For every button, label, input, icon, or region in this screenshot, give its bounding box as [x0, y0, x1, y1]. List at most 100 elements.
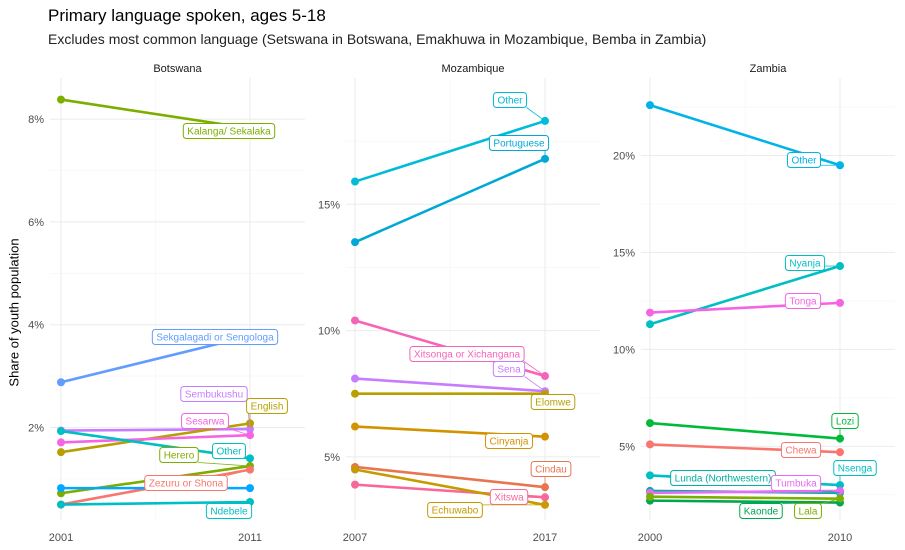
- y-tick-label: 20%: [613, 151, 635, 163]
- label-leader: [523, 361, 546, 377]
- series-label-text: Herero: [164, 451, 195, 462]
- x-tick-label: 2010: [828, 532, 852, 544]
- series-label: Xitsonga or Xichangana: [409, 346, 546, 377]
- series-label: Nsenga: [833, 460, 877, 486]
- series-line: [353, 465, 547, 489]
- data-point: [57, 438, 65, 447]
- series-label-text: Echuwabo: [432, 506, 479, 517]
- panel-title: Zambia: [750, 63, 788, 75]
- series-label-text: Ndebele: [210, 507, 248, 518]
- series-label: Other: [786, 152, 840, 168]
- series-label: Elomwe: [530, 394, 576, 410]
- label-leader: [526, 107, 546, 122]
- x-tick-label: 2017: [533, 532, 557, 544]
- label-box: [151, 329, 279, 345]
- series-line: [59, 427, 252, 432]
- series-line: [59, 500, 252, 506]
- panel-title: Mozambique: [442, 63, 505, 75]
- series-label-text: Kalanga/ Sekalaka: [187, 127, 271, 138]
- data-point: [57, 500, 65, 509]
- label-box: [530, 394, 576, 410]
- series-line: [648, 489, 842, 495]
- series-label: English: [246, 398, 288, 424]
- label-box: [180, 386, 248, 402]
- series-label-text: Other: [497, 96, 523, 107]
- data-point: [351, 177, 359, 186]
- series-label-text: Sesarwa: [186, 417, 225, 428]
- label-box: [144, 475, 228, 491]
- series-line: [353, 157, 547, 244]
- y-tick-label: 10%: [613, 344, 635, 356]
- label-box: [833, 460, 877, 476]
- label-box: [492, 361, 526, 377]
- label-box: [409, 346, 525, 362]
- x-tick-label: 2011: [238, 532, 262, 544]
- data-point: [246, 484, 254, 493]
- data-point: [646, 440, 654, 449]
- label-box: [159, 447, 199, 463]
- series-line: [648, 499, 842, 504]
- x-tick-label: 2007: [343, 532, 367, 544]
- label-box: [770, 475, 822, 491]
- data-point: [351, 480, 359, 489]
- data-point: [57, 427, 65, 436]
- chart-title: Primary language spoken, ages 5-18: [48, 6, 326, 25]
- data-point: [351, 238, 359, 247]
- series-label: Echuwabo: [427, 502, 545, 518]
- label-box: [831, 413, 859, 429]
- data-point: [351, 316, 359, 325]
- y-tick-label: 4%: [28, 320, 44, 332]
- series-label-text: Xitswa: [494, 493, 524, 504]
- label-box: [427, 502, 483, 518]
- series-label: Chewa: [780, 442, 840, 458]
- label-box: [780, 442, 822, 458]
- data-point: [351, 422, 359, 431]
- series-label-text: Lunda (Northwestern): [675, 474, 772, 485]
- data-point: [351, 389, 359, 398]
- label-box: [492, 92, 528, 108]
- label-box: [488, 135, 550, 151]
- y-tick-label: 5%: [619, 441, 635, 453]
- series-label-text: Lozi: [836, 417, 854, 428]
- data-point: [646, 308, 654, 317]
- series-label-text: Chewa: [785, 446, 817, 457]
- series-label-text: Zezuru or Shona: [149, 479, 224, 490]
- series-label: Sesarwa: [181, 413, 251, 436]
- label-box: [182, 123, 276, 139]
- series-line: [353, 119, 547, 183]
- data-point: [351, 465, 359, 474]
- series-label: Kaonde: [739, 502, 841, 519]
- data-point: [646, 492, 654, 501]
- label-box: [205, 503, 253, 519]
- label-leader: [227, 469, 251, 476]
- data-point: [57, 484, 65, 493]
- label-box: [211, 443, 247, 459]
- label-box: [485, 433, 533, 449]
- series-label: Nyanja: [784, 255, 840, 271]
- data-point: [646, 101, 654, 110]
- series-label: Tonga: [784, 293, 840, 309]
- label-leader: [524, 376, 546, 392]
- series-label-text: Sekgalagadi or Sengologa: [156, 333, 274, 344]
- x-tick-label: 2000: [638, 532, 662, 544]
- label-leader: [228, 428, 251, 436]
- panel-botswana: Botswana 2% 4% 6% 8% 2001 2011 Kalanga/ Sekalak…: [28, 63, 305, 544]
- data-point: [57, 448, 65, 457]
- series-label: Cindau: [530, 461, 572, 488]
- series-label: Lala: [794, 498, 841, 519]
- series-label: Sena: [492, 361, 546, 392]
- y-tick-label: 10%: [318, 326, 340, 338]
- data-point: [646, 320, 654, 329]
- label-box: [181, 413, 229, 429]
- series-label: Sekgalagadi or Sengologa: [151, 329, 279, 345]
- series-label-text: Elomwe: [535, 398, 571, 409]
- series-label: Kalanga/ Sekalaka: [182, 123, 276, 139]
- label-box: [786, 152, 822, 168]
- series-label-text: Nyanja: [789, 259, 821, 270]
- label-box: [784, 255, 826, 271]
- series-label: Ndebele: [205, 503, 253, 519]
- series-label-text: Kaonde: [744, 507, 779, 518]
- series-label: Tumbuka: [770, 475, 841, 492]
- series-label: Lozi: [831, 413, 859, 439]
- chart-subtitle: Excludes most common language (Setswana …: [48, 31, 707, 47]
